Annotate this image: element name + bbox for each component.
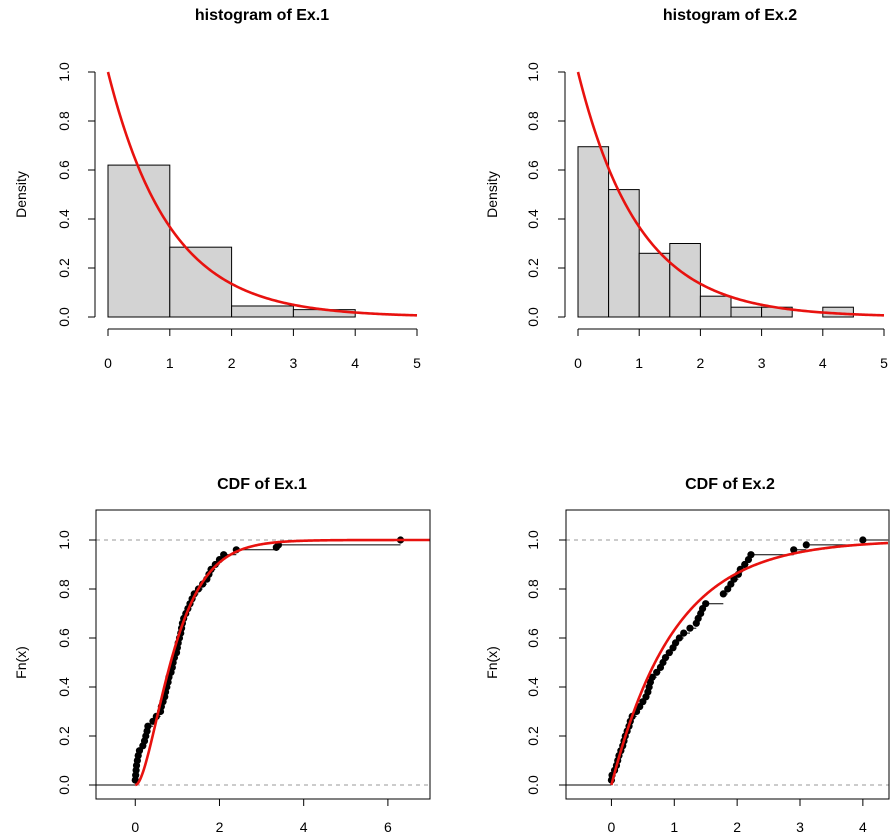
y-axis-label: Density — [13, 171, 29, 218]
panel-histogram-ex2: histogram of Ex.2 Density 0 1 2 3 4 5 0.0 0.2 0.4 0… — [484, 7, 888, 371]
y-tick-label: 0.2 — [56, 258, 72, 278]
histogram-bar — [577, 146, 610, 318]
ecdf-point — [653, 668, 661, 676]
x-tick-label: 3 — [758, 355, 766, 371]
histogram-bar — [169, 246, 233, 318]
ecdf-point — [719, 590, 727, 598]
ecdf-point — [686, 624, 694, 632]
x-tick-label: 2 — [228, 355, 236, 371]
y-tick-label: 0.8 — [525, 579, 541, 599]
x-tick-label: 3 — [796, 819, 804, 835]
x-tick-label: 5 — [880, 355, 888, 371]
y-tick-label: 0.4 — [56, 209, 72, 229]
ecdf-point — [802, 541, 810, 549]
y-tick-label: 0.8 — [525, 111, 541, 131]
y-tick-label: 0.2 — [525, 726, 541, 746]
x-tick-label: 0 — [574, 355, 582, 371]
ecdf-point — [665, 649, 673, 657]
x-tick-label: 0 — [608, 819, 616, 835]
ecdf-point — [741, 560, 749, 569]
y-tick-label: 1.0 — [56, 530, 72, 550]
x-tick-label: 4 — [819, 355, 827, 371]
x-tick-label: 2 — [216, 819, 224, 835]
chart-title: histogram of Ex.2 — [663, 7, 797, 24]
x-tick-label: 1 — [166, 355, 174, 371]
y-tick-label: 0.0 — [56, 307, 72, 327]
y-tick-label: 0.6 — [56, 628, 72, 648]
y-tick-label: 0.4 — [525, 677, 541, 697]
y-tick-label: 0.2 — [525, 258, 541, 278]
y-tick-label: 1.0 — [56, 62, 72, 82]
x-tick-label: 5 — [413, 355, 421, 371]
histogram-bar — [699, 295, 732, 318]
density-curve — [106, 71, 418, 317]
histogram-bar — [730, 306, 763, 318]
x-tick-label: 2 — [733, 819, 741, 835]
x-tick-label: 4 — [351, 355, 359, 371]
ecdf-point — [648, 673, 656, 681]
x-tick-label: 4 — [859, 819, 867, 835]
ecdf-point — [790, 546, 798, 554]
x-tick-label: 6 — [384, 819, 392, 835]
y-axis-label: Fn(x) — [13, 646, 29, 679]
x-tick-label: 4 — [300, 819, 308, 835]
y-tick-label: 1.0 — [525, 62, 541, 82]
ecdf-point — [661, 654, 670, 662]
y-tick-label: 0.8 — [56, 579, 72, 599]
cdf-curve — [610, 541, 889, 786]
y-tick-label: 0.8 — [56, 111, 72, 131]
ecdf-point — [730, 575, 738, 583]
x-tick-label: 1 — [670, 819, 678, 835]
histogram-bar — [638, 252, 671, 318]
plot-frame — [565, 509, 890, 800]
chart-title: CDF of Ex.2 — [685, 476, 775, 493]
y-tick-label: 0.2 — [56, 726, 72, 746]
y-tick-label: 0.6 — [56, 160, 72, 180]
histogram-bar — [107, 164, 171, 318]
y-tick-label: 1.0 — [525, 530, 541, 550]
x-tick-label: 0 — [104, 355, 112, 371]
x-tick-label: 0 — [131, 819, 139, 835]
x-tick-label: 2 — [697, 355, 705, 371]
y-axis-label: Fn(x) — [484, 646, 500, 679]
ecdf-point — [675, 634, 683, 642]
y-tick-label: 0.4 — [56, 677, 72, 697]
panel-histogram-ex1: histogram of Ex.1 Density 0 1 2 3 4 5 0.0 0.2 0.4 0… — [13, 7, 421, 371]
y-tick-label: 0.0 — [56, 775, 72, 795]
x-tick-label: 3 — [290, 355, 298, 371]
ecdf-point — [144, 722, 152, 730]
panel-cdf-ex2: CDF of Ex.2 Fn(x) 0 1 2 3 4 0.0 0.2 0.4 0.6 0.8 1.0 — [484, 476, 890, 835]
ecdf-point — [680, 629, 688, 637]
ecdf-point — [747, 551, 755, 559]
plot-frame — [95, 509, 431, 800]
y-tick-label: 0.6 — [525, 160, 541, 180]
histogram-bar — [608, 189, 640, 318]
density-curve — [576, 71, 885, 317]
y-axis-label: Density — [484, 171, 500, 218]
y-tick-label: 0.0 — [525, 307, 541, 327]
y-tick-label: 0.0 — [525, 775, 541, 795]
chart-title: CDF of Ex.1 — [217, 476, 307, 493]
y-tick-label: 0.4 — [525, 209, 541, 229]
ecdf-point — [671, 639, 680, 647]
chart-title: histogram of Ex.1 — [195, 7, 329, 24]
ecdf-point — [702, 600, 710, 608]
histogram-bar — [231, 305, 294, 318]
y-tick-label: 0.6 — [525, 628, 541, 648]
ecdf-point — [859, 536, 867, 544]
panel-cdf-ex1: CDF of Ex.1 Fn(x) 0 2 4 6 0.0 0.2 0.4 0.6 0.8 1.0 — [13, 476, 431, 835]
cdf-curve — [134, 538, 430, 787]
x-tick-label: 1 — [635, 355, 643, 371]
